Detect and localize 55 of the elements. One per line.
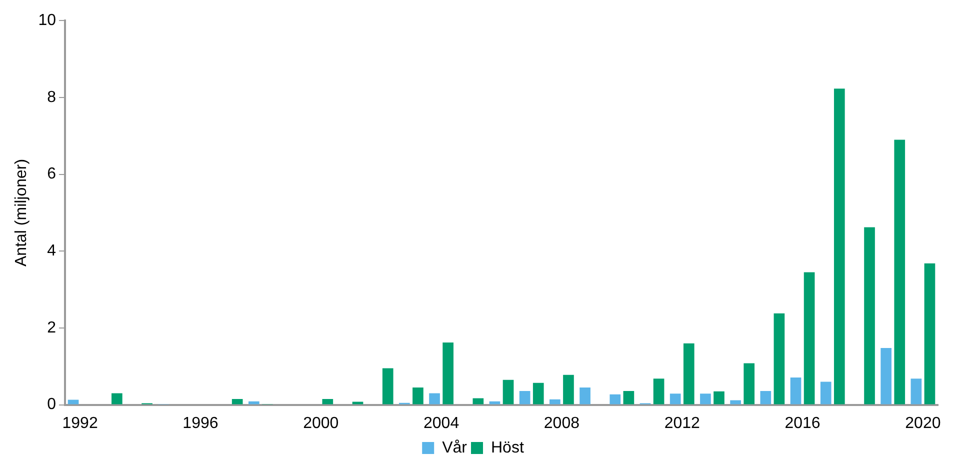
bar — [760, 390, 772, 404]
bar — [683, 343, 694, 404]
y-tick-label: 4 — [47, 242, 56, 260]
bar — [894, 140, 906, 404]
bar — [610, 394, 621, 404]
y-tick-label: 2 — [47, 319, 56, 336]
bar — [774, 313, 785, 404]
y-tick-label: 0 — [47, 396, 56, 414]
bar — [352, 402, 364, 404]
bar — [412, 388, 424, 404]
bar — [700, 394, 711, 404]
y-tick-label: 10 — [38, 12, 56, 30]
y-axis-title: Antal (miljoner) — [13, 158, 30, 266]
bar — [910, 378, 922, 404]
bar — [804, 272, 815, 404]
bar — [322, 399, 334, 404]
x-tick-label: 2008 — [544, 414, 580, 432]
bar — [502, 380, 514, 404]
bar — [834, 88, 845, 404]
bar — [248, 401, 260, 404]
y-tick-label: 8 — [47, 88, 56, 106]
bar — [820, 382, 832, 404]
bar — [623, 390, 634, 404]
bar — [580, 388, 590, 404]
x-tick-label: 1992 — [62, 414, 98, 432]
x-tick-label: 2004 — [423, 414, 460, 432]
bar — [880, 348, 892, 404]
bar — [714, 391, 724, 404]
bar — [472, 398, 484, 404]
bar — [112, 393, 122, 404]
bar — [489, 401, 500, 404]
bar — [550, 399, 560, 404]
bar — [670, 394, 681, 404]
x-tick-label: 2012 — [664, 414, 700, 432]
x-tick-label: 2000 — [303, 414, 339, 432]
y-tick-label: 6 — [47, 166, 56, 183]
bar — [653, 378, 664, 404]
bar — [864, 227, 875, 404]
bar — [563, 374, 574, 404]
x-tick-label: 1996 — [182, 414, 218, 432]
legend-label: Vår — [442, 439, 468, 456]
x-tick-label: 2020 — [905, 414, 941, 432]
bar — [790, 378, 802, 404]
bar — [382, 368, 394, 404]
bar — [924, 263, 936, 404]
bar — [519, 390, 530, 404]
bar — [442, 342, 454, 404]
bar — [68, 400, 79, 404]
bar — [429, 393, 440, 404]
bar — [730, 400, 741, 404]
bar — [532, 382, 544, 404]
legend-label: Höst — [491, 439, 524, 456]
bar — [744, 363, 755, 404]
bar — [232, 399, 243, 404]
x-tick-label: 2016 — [784, 414, 820, 432]
